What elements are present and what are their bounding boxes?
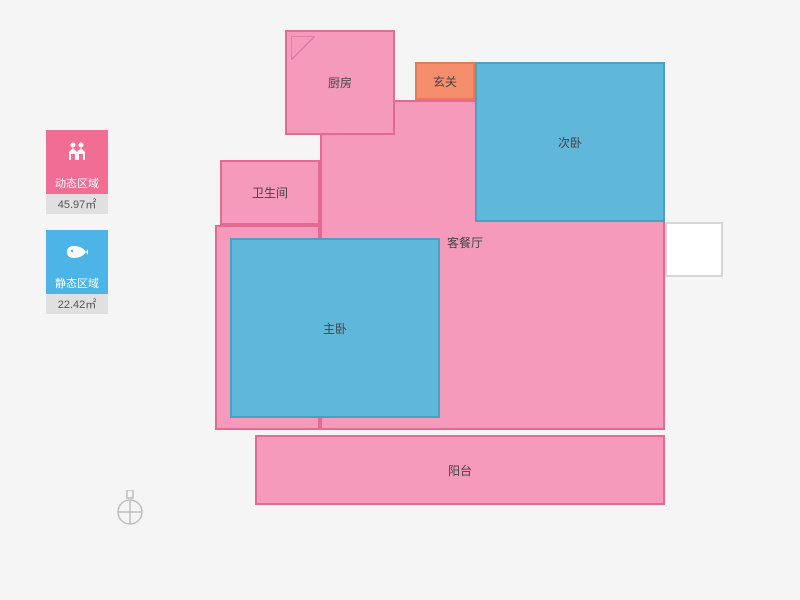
legend-dynamic-label: 动态区域	[46, 172, 108, 194]
legend-static-label: 静态区域	[46, 272, 108, 294]
legend-static-value: 22.42㎡	[46, 294, 108, 314]
legend: 动态区域 45.97㎡ 静态区域 22.42㎡	[46, 130, 108, 330]
people-icon	[64, 140, 90, 162]
floorplan: 客餐厅 厨房 玄关 卫生间 阳台 次卧 主卧	[215, 30, 745, 560]
room-kitchen-label: 厨房	[328, 74, 352, 91]
room-balcony: 阳台	[255, 435, 665, 505]
room-kitchen: 厨房	[285, 30, 395, 135]
room-master-bed-label: 主卧	[323, 320, 347, 337]
room-bathroom-label: 卫生间	[252, 184, 288, 201]
legend-dynamic-value: 45.97㎡	[46, 194, 108, 214]
legend-dynamic: 动态区域 45.97㎡	[46, 130, 108, 214]
legend-static: 静态区域 22.42㎡	[46, 230, 108, 314]
room-secondary-bed-label: 次卧	[558, 134, 582, 151]
whale-icon	[64, 242, 90, 260]
room-living-label: 客餐厅	[447, 234, 483, 251]
legend-static-icon-box	[46, 230, 108, 272]
room-entry-label: 玄关	[433, 73, 457, 90]
room-secondary-bed: 次卧	[475, 62, 665, 222]
room-entry: 玄关	[415, 62, 475, 100]
compass-icon	[115, 490, 145, 530]
room-master-bed: 主卧	[230, 238, 440, 418]
room-balcony-label: 阳台	[448, 462, 472, 479]
room-external	[665, 222, 723, 277]
kitchen-corner-icon	[291, 36, 315, 60]
legend-dynamic-icon-box	[46, 130, 108, 172]
room-bathroom: 卫生间	[220, 160, 320, 225]
